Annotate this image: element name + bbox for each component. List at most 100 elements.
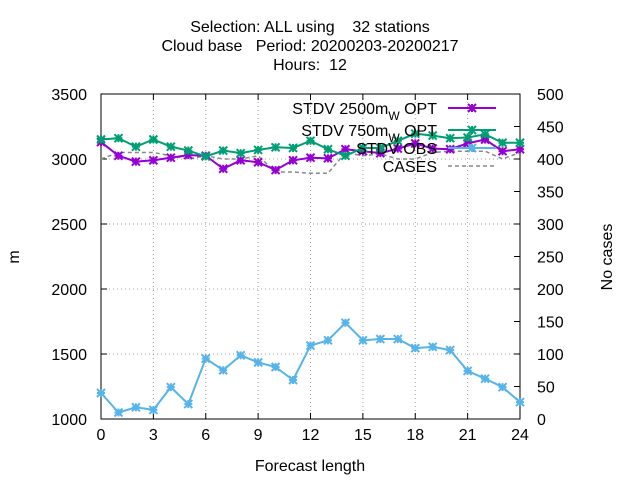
x-tick-label: 15 <box>354 427 372 444</box>
legend-label-stdv-obs: STDV OBS <box>356 141 437 158</box>
data-point-stdv-2500m <box>393 143 403 154</box>
series-stdv-750m <box>96 128 525 162</box>
data-point-stdv-750m <box>340 151 351 161</box>
legend-item-stdv-750m: STDV 750mW OPT <box>301 123 496 145</box>
y-tick-label: 2500 <box>51 217 87 234</box>
data-point-stdv-2500m <box>113 151 124 161</box>
data-point-stdv-750m <box>497 138 508 148</box>
y2-tick-label: 50 <box>537 380 555 397</box>
data-point-stdv-obs <box>340 318 351 328</box>
data-point-stdv-750m <box>358 143 368 153</box>
chart-title: Selection: ALL using 32 stations Cloud b… <box>161 19 458 74</box>
y2-tick-label: 450 <box>537 120 564 137</box>
data-point-stdv-obs <box>218 365 228 375</box>
y2-tick-label: 500 <box>537 87 564 104</box>
data-point-stdv-obs <box>148 405 159 415</box>
data-point-stdv-obs <box>480 373 490 384</box>
data-point-stdv-750m <box>113 133 124 143</box>
series-layer <box>96 128 525 418</box>
x-tick-label: 21 <box>459 427 477 444</box>
data-point-stdv-750m <box>410 128 420 139</box>
data-point-stdv-obs <box>96 388 106 398</box>
data-point-stdv-750m <box>462 132 473 143</box>
legend-label-stdv-750m: STDV 750mW OPT <box>301 123 437 145</box>
x-tick-label: 24 <box>511 427 529 444</box>
data-point-stdv-750m <box>148 134 159 145</box>
plot-frame <box>100 93 521 420</box>
y-tick-label: 1000 <box>51 412 87 429</box>
data-point-stdv-750m <box>393 136 403 146</box>
data-point-stdv-2500m <box>270 165 281 175</box>
data-point-stdv-750m <box>253 145 263 155</box>
data-point-stdv-obs <box>183 399 193 409</box>
legend-label-stdv-2500m: STDV 2500mW OPT <box>292 101 437 123</box>
data-point-stdv-750m <box>445 133 455 143</box>
data-point-stdv-obs <box>235 350 246 361</box>
y2-tick-label: 400 <box>537 152 564 169</box>
legend-marker-stdv-2500m <box>467 103 477 113</box>
x-axis-label: Forecast length <box>255 458 365 475</box>
data-point-stdv-obs <box>515 397 525 407</box>
legend-label-cases: CASES <box>383 159 437 176</box>
data-point-stdv-2500m <box>253 157 263 167</box>
x-tick-label: 9 <box>254 427 263 444</box>
data-point-stdv-obs <box>113 407 124 418</box>
series-line-stdv-obs <box>100 321 521 414</box>
data-point-stdv-750m <box>270 142 281 153</box>
data-point-stdv-obs <box>253 357 263 368</box>
y-tick-label: 3500 <box>51 87 87 104</box>
data-point-stdv-2500m <box>428 143 438 154</box>
data-point-stdv-obs <box>323 335 333 346</box>
legend-item-stdv-2500m: STDV 2500mW OPT <box>292 101 496 123</box>
y2-tick-label: 250 <box>537 250 564 267</box>
x-tick-label: 18 <box>406 427 424 444</box>
data-point-stdv-750m <box>288 143 298 153</box>
y2-tick-label: 350 <box>537 185 564 202</box>
data-point-stdv-750m <box>218 145 228 156</box>
legend-marker-stdv-obs <box>467 143 477 153</box>
data-point-stdv-obs <box>375 334 386 344</box>
legend-item-stdv-obs: STDV OBS <box>356 141 496 158</box>
data-point-stdv-750m <box>201 151 211 162</box>
data-point-stdv-obs <box>410 343 420 353</box>
legend-marker-stdv-750m <box>467 125 477 135</box>
data-point-stdv-2500m <box>148 155 159 166</box>
y2-tick-label: 0 <box>537 412 546 429</box>
data-point-stdv-2500m <box>305 152 316 163</box>
chart-title-line-3: Hours: 12 <box>273 57 347 74</box>
x-tick-label: 0 <box>97 427 106 444</box>
data-point-stdv-2500m <box>445 144 455 154</box>
y-tick-label: 3000 <box>51 152 87 169</box>
x-tick-label: 12 <box>302 427 320 444</box>
data-point-stdv-obs <box>305 340 316 351</box>
data-point-stdv-obs <box>288 375 298 385</box>
y-tick-label: 1500 <box>51 347 87 364</box>
data-point-stdv-obs <box>201 353 211 364</box>
y2-tick-label: 100 <box>537 347 564 364</box>
data-point-stdv-750m <box>305 136 316 146</box>
axes: 0 3 6 9 12 15 18 21 24 1000 1500 2000 2500 3000 3500 0 5… <box>51 87 563 444</box>
data-point-stdv-obs <box>445 345 455 355</box>
data-point-stdv-obs <box>497 382 508 392</box>
chart-title-line-1: Selection: ALL using 32 stations <box>190 19 430 36</box>
data-point-stdv-750m <box>96 134 106 145</box>
y-tick-label: 2000 <box>51 282 87 299</box>
data-point-stdv-obs <box>270 362 281 372</box>
legend-item-cases: CASES <box>383 159 496 176</box>
series-stdv-obs <box>96 318 525 418</box>
y-axis-label: m <box>6 250 23 263</box>
data-point-stdv-750m <box>515 138 525 148</box>
data-point-stdv-2500m <box>497 146 508 156</box>
y2-axis-label: No cases <box>599 224 616 291</box>
data-point-stdv-2500m <box>410 138 420 149</box>
x-tick-label: 3 <box>149 427 158 444</box>
data-point-stdv-750m <box>131 141 141 152</box>
data-point-stdv-obs <box>131 402 141 413</box>
y2-tick-label: 200 <box>537 282 564 299</box>
data-point-stdv-750m <box>480 129 490 140</box>
data-point-stdv-obs <box>358 335 368 346</box>
data-point-stdv-750m <box>235 148 246 158</box>
data-point-stdv-obs <box>428 342 438 352</box>
